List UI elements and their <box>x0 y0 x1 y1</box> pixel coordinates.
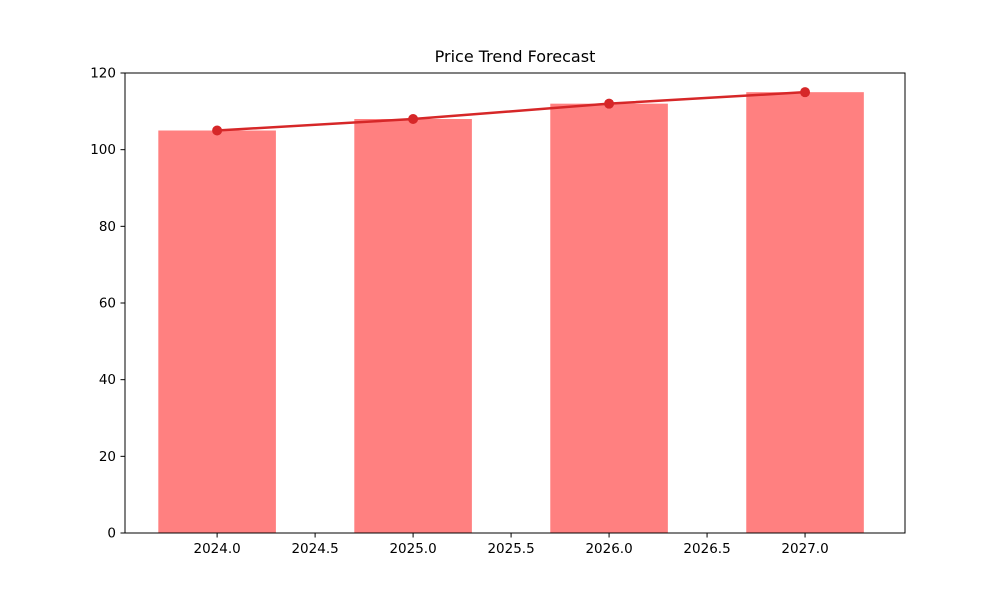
data-point-marker <box>604 98 615 109</box>
bar-series <box>158 92 864 534</box>
data-point-marker <box>408 114 419 124</box>
x-tick-label: 2024.5 <box>291 541 338 557</box>
x-tick-label: 2026.0 <box>585 541 632 557</box>
x-tick-label: 2027.0 <box>781 541 828 557</box>
axes: 0 20 40 60 80 100 120 2024.0 2024.5 2025.0 2025.5 2… <box>90 66 828 558</box>
data-point-marker <box>800 87 811 98</box>
x-tick-label: 2024.0 <box>193 541 240 557</box>
x-tick-label: 2026.5 <box>683 541 730 557</box>
y-tick-label: 120 <box>90 66 116 82</box>
bar <box>746 92 864 534</box>
line-series <box>212 87 811 136</box>
plot-frame <box>124 72 906 534</box>
bar <box>550 103 668 534</box>
bar <box>158 130 276 533</box>
y-tick-label: 0 <box>107 526 116 542</box>
bar <box>354 119 472 533</box>
trend-line <box>215 90 807 132</box>
x-tick-label: 2025.0 <box>389 541 436 557</box>
y-tick-label: 100 <box>90 142 116 158</box>
data-point-marker <box>212 125 223 136</box>
y-tick-label: 20 <box>99 449 116 465</box>
x-tick-label: 2025.5 <box>487 541 534 557</box>
y-tick-label: 40 <box>99 372 116 388</box>
y-tick-label: 80 <box>99 219 116 235</box>
y-tick-label: 60 <box>99 296 116 312</box>
chart-title: Price Trend Forecast <box>435 47 596 66</box>
